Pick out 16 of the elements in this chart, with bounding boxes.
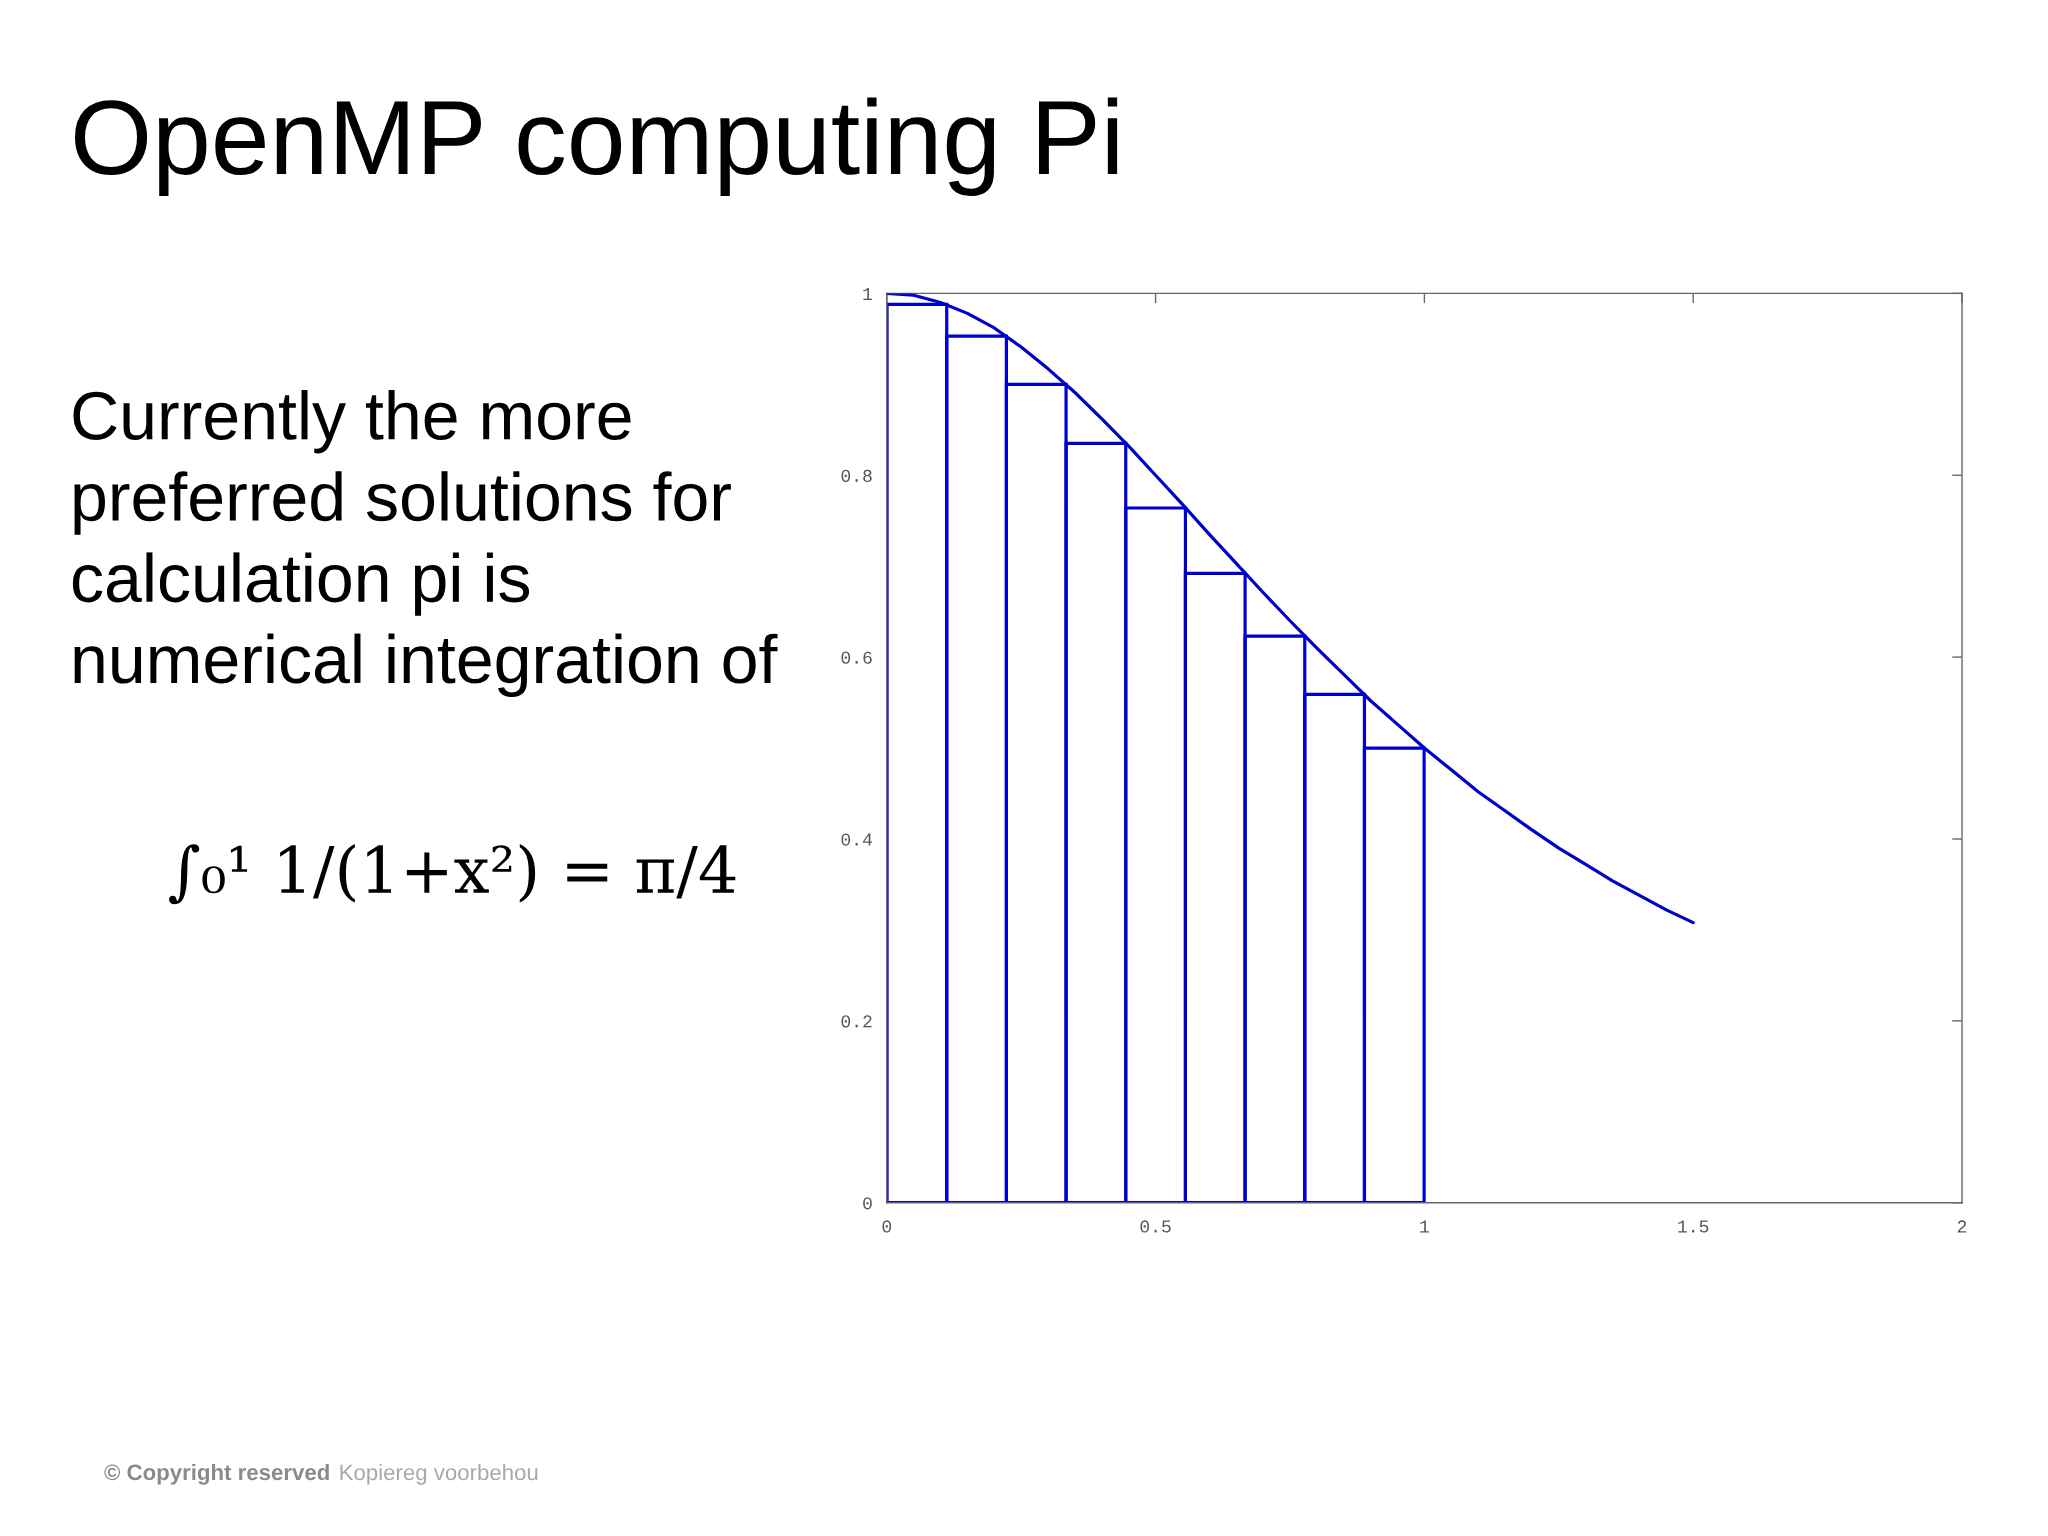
text: ∫₀¹ 1/(1+x²) = π/4: [168, 844, 736, 905]
x-tick-label: 0: [882, 1220, 892, 1233]
y-tick-label: 1: [863, 288, 873, 300]
y-tick-label: 0.6: [841, 651, 872, 664]
chart-title: OpenMP computing Pi: [75, 97, 1118, 196]
text: Currently the more preferred solutions for calculation pi is numerical integration of: [72, 390, 778, 698]
y-tick-label: 0: [863, 1197, 872, 1210]
x-tick-label: 1.5: [1678, 1220, 1709, 1233]
x-tick-label: 1: [1420, 1220, 1429, 1233]
x-tick-label: 0.5: [1140, 1220, 1171, 1233]
y-tick-label: 0.4: [841, 833, 872, 846]
text: Kopiereg voorbehou: [340, 1463, 538, 1485]
y-tick-label: 0.8: [841, 469, 872, 482]
y-tick-label: 0.2: [841, 1015, 872, 1028]
x-tick-label: 2: [1957, 1220, 1967, 1233]
text: © Copyright reserved: [104, 1463, 329, 1485]
